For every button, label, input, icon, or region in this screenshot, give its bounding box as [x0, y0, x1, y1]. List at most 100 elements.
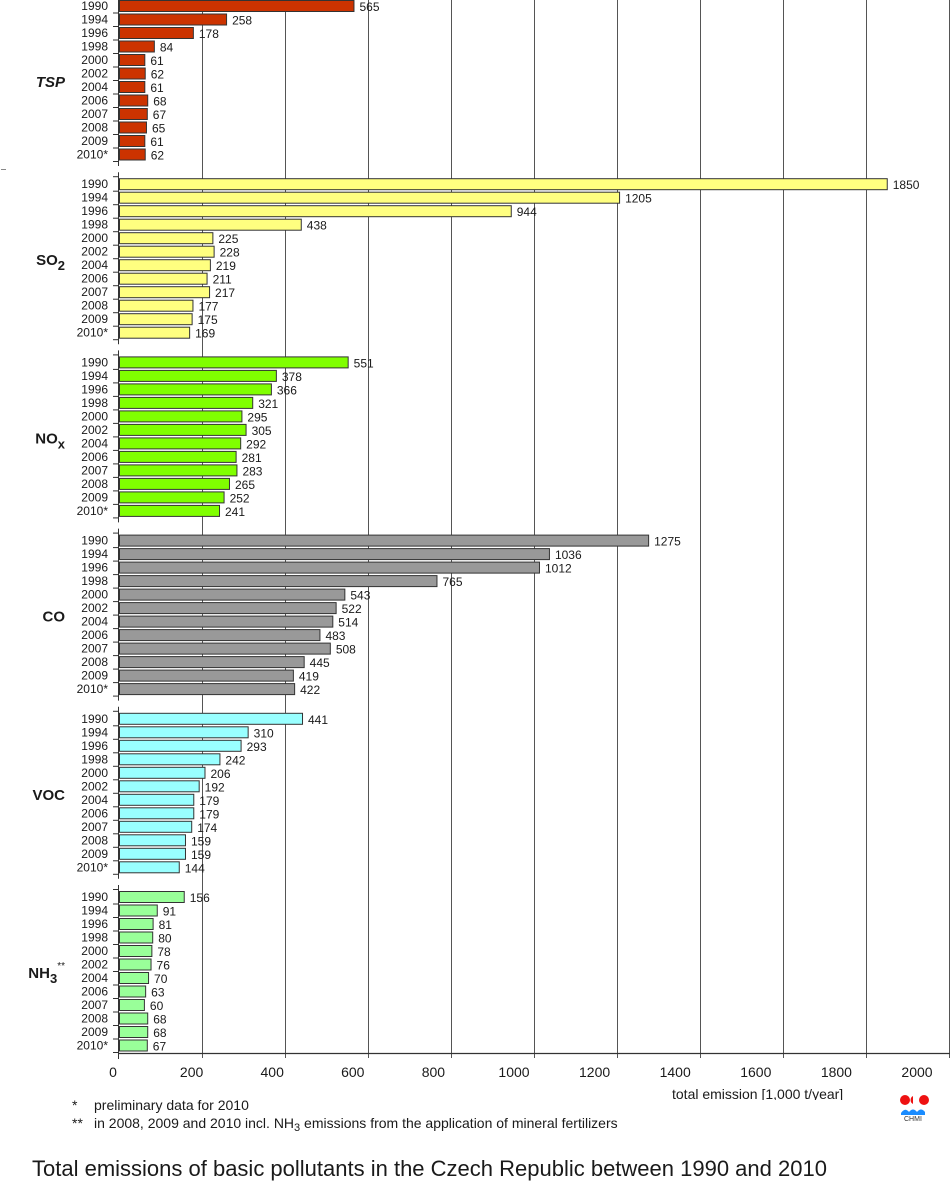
- x-tick-label: 400: [261, 1064, 285, 1080]
- x-tick-label: 800: [422, 1064, 446, 1080]
- year-label: 2008: [81, 655, 108, 669]
- footnote-text: in 2008, 2009 and 2010 incl. NH: [94, 1115, 295, 1131]
- value-label: 177: [198, 300, 218, 314]
- bar: [119, 945, 153, 957]
- bar: [119, 272, 208, 285]
- bar: [119, 985, 147, 998]
- value-label: 159: [191, 834, 211, 848]
- year-label: 2007: [81, 998, 108, 1012]
- value-label: 281: [242, 451, 262, 465]
- bar: [119, 602, 337, 615]
- bar: [119, 793, 195, 806]
- value-label: 225: [218, 232, 238, 246]
- footnote-nh3: ** in 2008, 2009 and 2010 incl. NH3 emiss…: [72, 1115, 618, 1134]
- value-label: 65: [152, 122, 166, 136]
- value-label: 84: [160, 41, 174, 55]
- bar: [119, 81, 146, 93]
- bar: [119, 356, 349, 369]
- x-tick-label: 600: [341, 1064, 365, 1080]
- year-label: 1990: [81, 0, 108, 13]
- bar: [119, 491, 225, 504]
- year-label: 2002: [81, 423, 108, 437]
- year-label: 1994: [81, 725, 108, 739]
- value-label: 944: [517, 205, 537, 219]
- value-label: 321: [258, 397, 278, 411]
- pollutant-label: VOC: [32, 787, 65, 804]
- x-axis-title: total emission [1,000 t/year]: [672, 1086, 843, 1100]
- bar: [119, 669, 294, 682]
- year-label: 1994: [81, 13, 108, 27]
- x-axis: 0 200 400 600 800 1000 1200 1400 1600 1800 2000: [109, 1041, 950, 1080]
- footnote-text: preliminary data for 2010: [94, 1097, 249, 1113]
- pollutant-label: TSP: [36, 74, 66, 91]
- group-co: 1990 1275 1994 1036 1996 1012 1998 765 2000 543 20…: [43, 528, 681, 701]
- year-label: 2008: [81, 121, 108, 135]
- year-label: 2010*: [77, 326, 109, 340]
- x-tick-label: 2000: [901, 1064, 932, 1080]
- bar: [119, 464, 238, 477]
- value-label: 252: [230, 491, 250, 505]
- value-label: 292: [246, 437, 266, 451]
- year-label: 2006: [81, 450, 108, 464]
- value-label: 1205: [625, 192, 652, 206]
- year-label: 1994: [81, 369, 108, 383]
- year-label: 2000: [81, 53, 108, 67]
- year-label: 2006: [81, 985, 108, 999]
- bar: [119, 1012, 149, 1025]
- year-label: 1990: [81, 890, 108, 904]
- bar: [119, 1026, 149, 1038]
- x-tick-label: 1200: [579, 1064, 610, 1080]
- bar: [119, 299, 194, 312]
- year-label: 2010*: [77, 860, 109, 874]
- value-label: 169: [195, 327, 215, 341]
- year-label: 2009: [81, 312, 108, 326]
- year-label: 2007: [81, 107, 108, 121]
- bar: [119, 259, 211, 272]
- bar: [119, 286, 211, 299]
- x-tick-label: 0: [109, 1064, 117, 1080]
- year-label: 2010*: [77, 504, 109, 518]
- footnote-text-end: emissions from the application of minera…: [300, 1115, 618, 1131]
- year-label: 2000: [81, 409, 108, 423]
- year-label: 1996: [81, 917, 108, 931]
- year-label: 2006: [81, 272, 108, 286]
- bar: [119, 820, 193, 833]
- bar: [119, 561, 540, 574]
- value-label: 219: [216, 259, 236, 273]
- bar: [119, 972, 150, 984]
- value-label: 508: [336, 643, 356, 657]
- bar: [119, 437, 242, 450]
- bar: [119, 121, 147, 134]
- x-tick-label: 1000: [498, 1064, 529, 1080]
- chmi-logo-icon: [900, 1095, 929, 1115]
- bar: [119, 54, 146, 66]
- logo-dot: [919, 1095, 929, 1105]
- bar: [119, 135, 146, 147]
- year-label: 1998: [81, 574, 108, 588]
- value-label: 265: [235, 478, 255, 492]
- bar: [119, 753, 221, 766]
- value-label: 1012: [545, 562, 572, 576]
- value-label: 1275: [654, 535, 681, 549]
- bar: [119, 726, 249, 739]
- year-label: 2010*: [77, 682, 109, 696]
- logo-caption: CHMI: [904, 1116, 922, 1123]
- year-label: 2002: [81, 601, 108, 615]
- bar: [119, 313, 193, 326]
- value-label: 522: [342, 602, 362, 616]
- value-label: 565: [359, 0, 379, 14]
- year-label: 1990: [81, 177, 108, 191]
- year-label: 1996: [81, 382, 108, 396]
- bar: [119, 1039, 148, 1052]
- value-label: 91: [163, 905, 177, 919]
- year-label: 2004: [81, 793, 108, 807]
- gridlines: [202, 0, 950, 1058]
- value-label: 68: [153, 1013, 167, 1027]
- logo-wave: [901, 1109, 925, 1115]
- bar: [119, 148, 146, 161]
- value-label: 1036: [555, 548, 582, 562]
- year-label: 2004: [81, 436, 108, 450]
- value-label: 441: [308, 713, 328, 727]
- year-label: 1998: [81, 396, 108, 410]
- value-label: 445: [310, 656, 330, 670]
